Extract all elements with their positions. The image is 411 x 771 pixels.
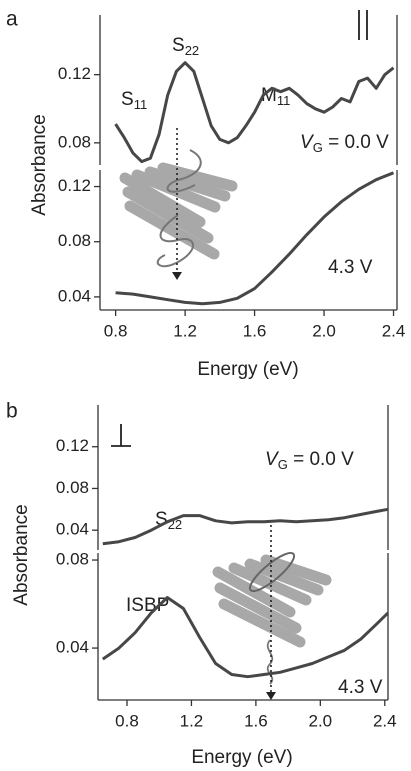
data-line — [114, 61, 395, 164]
y-axis-label: Absorbance — [29, 114, 50, 215]
x-tick-label: 1.6 — [243, 321, 267, 340]
x-tick-label: 1.2 — [180, 711, 204, 730]
data-line — [101, 596, 390, 679]
annotation: 4.3 V — [338, 677, 383, 698]
y-tick-label: 0.04 — [56, 520, 89, 539]
x-tick-label: 1.2 — [173, 321, 197, 340]
y-tick-label: 0.12 — [58, 176, 91, 195]
x-axis-label: Energy (eV) — [197, 359, 298, 380]
annotation: S22 — [172, 35, 199, 58]
y-tick-label: 0.08 — [56, 550, 89, 569]
annotation: S11 — [121, 89, 147, 112]
y-axis-label: Absorbance — [11, 504, 32, 605]
y-tick-label: 0.04 — [56, 638, 89, 657]
annotation: VG = 0.0 V — [265, 449, 354, 472]
data-line — [115, 171, 395, 306]
y-tick-label: 0.12 — [58, 64, 91, 83]
annotation: ISBP — [126, 595, 169, 616]
x-tick-label: 0.8 — [104, 321, 128, 340]
panel-label: a — [6, 8, 18, 31]
x-tick-label: 1.6 — [244, 711, 268, 730]
x-tick-label: 2.4 — [382, 321, 406, 340]
y-tick-label: 0.12 — [56, 436, 89, 455]
polarization-symbol — [358, 10, 368, 40]
x-tick-label: 2.0 — [309, 711, 333, 730]
polarization-symbol — [111, 424, 131, 447]
x-axis-label: Energy (eV) — [191, 747, 292, 768]
x-tick-label: 2.0 — [312, 321, 336, 340]
nanotube-illustration — [119, 128, 238, 280]
y-tick-label: 0.08 — [58, 132, 91, 151]
y-tick-label: 0.04 — [58, 286, 91, 305]
data-line — [102, 507, 389, 546]
x-tick-label: 2.4 — [373, 711, 397, 730]
x-tick-label: 0.8 — [115, 711, 139, 730]
y-tick-label: 0.08 — [58, 231, 91, 250]
annotation: 4.3 V — [328, 257, 373, 278]
nanotube-illustration — [212, 520, 332, 700]
annotation: VG = 0.0 V — [300, 132, 389, 155]
panel-label: b — [6, 400, 18, 423]
y-tick-label: 0.08 — [56, 478, 89, 497]
